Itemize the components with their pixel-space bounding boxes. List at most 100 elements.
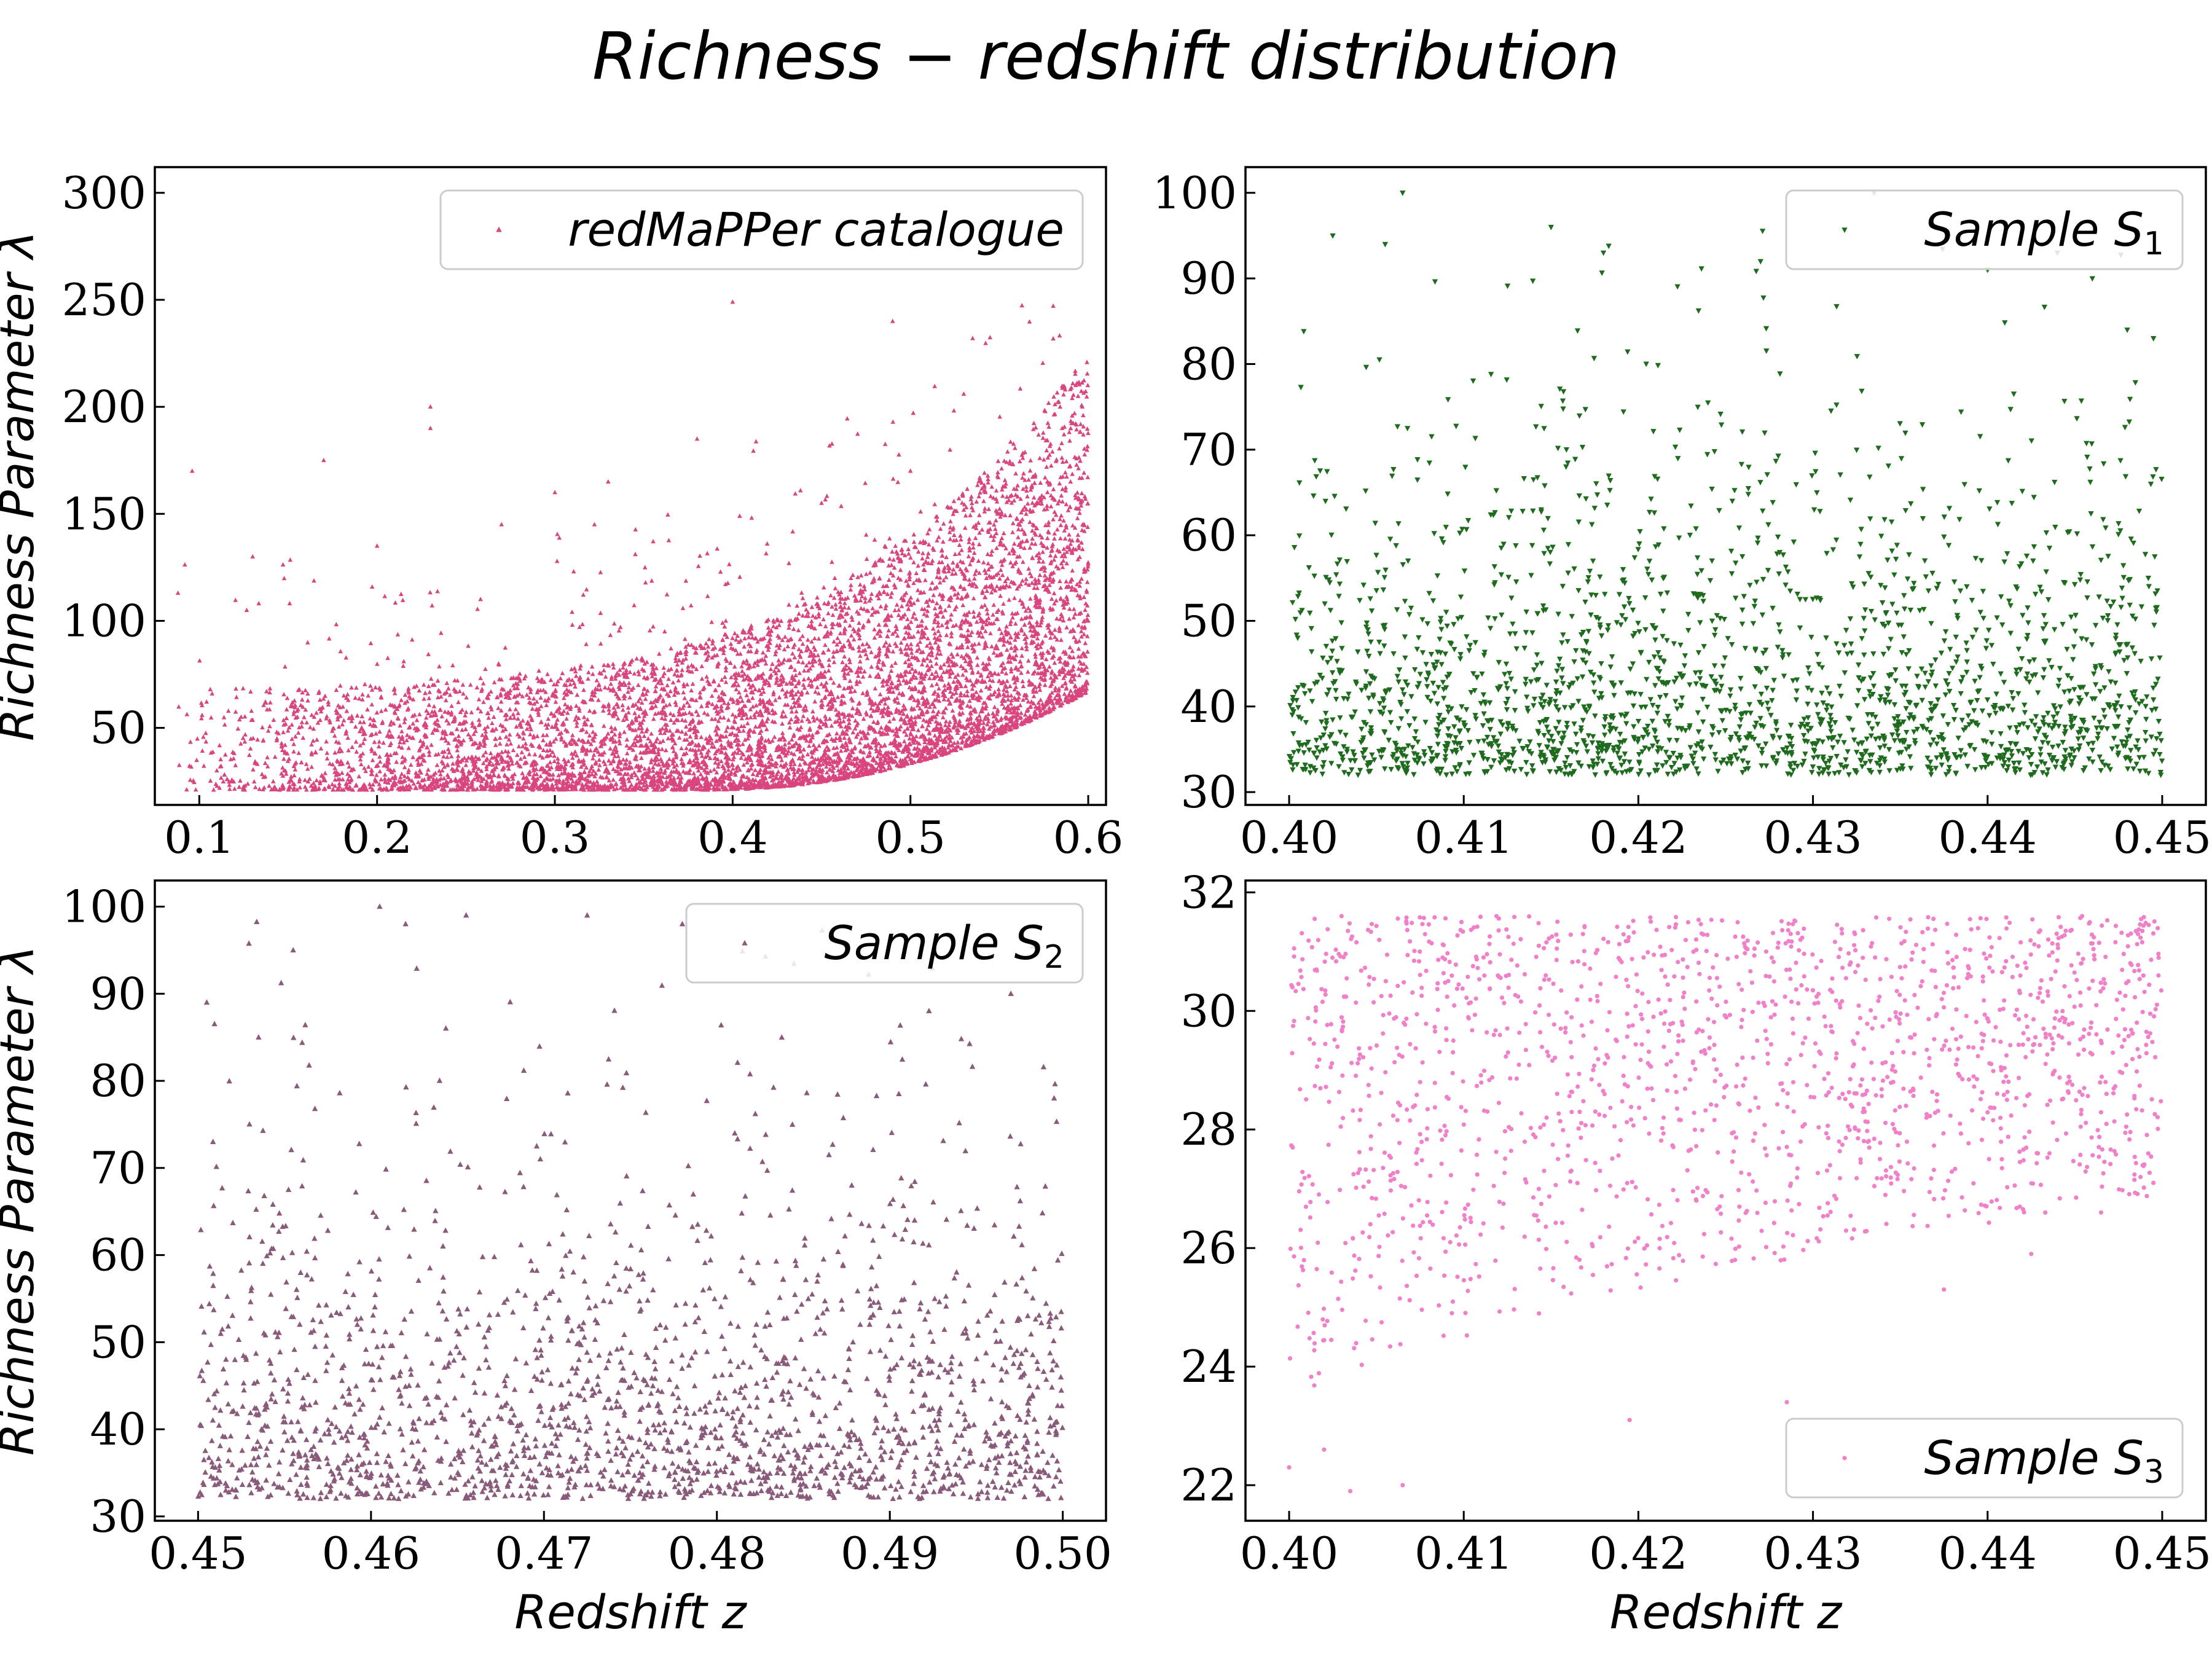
scatter-point xyxy=(834,642,839,647)
scatter-point xyxy=(987,677,992,682)
scatter-point xyxy=(672,692,677,697)
scatter-point xyxy=(747,677,752,682)
scatter-point xyxy=(927,717,932,722)
scatter-point xyxy=(914,734,919,739)
scatter-point xyxy=(388,722,393,727)
scatter-point xyxy=(995,616,1000,621)
scatter-point xyxy=(943,608,948,613)
scatter-point xyxy=(395,715,401,720)
scatter-point xyxy=(963,525,968,530)
scatter-point xyxy=(1064,579,1069,584)
scatter-point xyxy=(896,700,901,705)
scatter-point xyxy=(235,726,241,731)
scatter-point xyxy=(195,736,200,741)
scatter-point xyxy=(843,748,849,753)
scatter-point xyxy=(1041,457,1046,462)
scatter-point xyxy=(740,659,746,664)
scatter-point xyxy=(940,597,945,602)
scatter-point xyxy=(786,720,792,724)
scatter-point xyxy=(810,758,816,763)
scatter-point xyxy=(547,759,553,764)
scatter-point xyxy=(755,749,760,754)
scatter-point xyxy=(300,735,306,740)
scatter-point xyxy=(519,750,525,755)
scatter-point xyxy=(280,765,285,770)
scatter-point xyxy=(901,739,907,743)
scatter-point xyxy=(1025,501,1030,506)
scatter-point xyxy=(804,663,809,668)
scatter-point xyxy=(621,757,626,762)
scatter-point xyxy=(1041,430,1046,435)
scatter-point xyxy=(355,713,360,718)
scatter-point xyxy=(426,651,431,656)
scatter-point xyxy=(1024,695,1029,700)
scatter-point xyxy=(1037,551,1041,555)
scatter-point xyxy=(672,720,677,725)
scatter-point xyxy=(326,699,331,704)
scatter-point xyxy=(581,688,586,692)
scatter-point xyxy=(986,561,991,566)
scatter-point xyxy=(288,777,293,782)
scatter-point xyxy=(952,592,957,597)
scatter-point xyxy=(627,662,632,667)
scatter-point xyxy=(823,716,828,721)
scatter-point xyxy=(917,706,923,711)
scatter-point xyxy=(1073,611,1078,616)
scatter-point xyxy=(648,739,653,743)
scatter-point xyxy=(1037,684,1041,689)
scatter-point xyxy=(1067,547,1072,552)
scatter-point xyxy=(574,703,579,708)
scatter-point xyxy=(982,506,987,511)
scatter-point xyxy=(1064,685,1069,690)
scatter-point xyxy=(1077,455,1081,460)
scatter-point xyxy=(1014,633,1019,638)
scatter-point xyxy=(1043,656,1049,661)
scatter-point xyxy=(377,754,382,759)
scatter-point xyxy=(665,735,671,740)
scatter-point xyxy=(1048,504,1054,509)
scatter-point xyxy=(743,703,748,708)
scatter-point xyxy=(1033,654,1038,659)
scatter-point xyxy=(908,661,914,666)
scatter-point xyxy=(574,742,579,747)
scatter-point xyxy=(909,650,914,655)
scatter-point xyxy=(880,558,885,563)
scatter-point xyxy=(1052,509,1057,514)
scatter-point xyxy=(742,636,747,641)
scatter-point xyxy=(598,671,604,676)
scatter-point xyxy=(804,648,809,653)
scatter-point xyxy=(464,758,469,763)
scatter-point xyxy=(1041,672,1046,677)
scatter-point xyxy=(718,569,723,574)
scatter-point xyxy=(691,771,696,775)
scatter-point xyxy=(1038,480,1043,485)
scatter-point xyxy=(828,593,833,598)
scatter-point xyxy=(1049,596,1054,601)
scatter-point xyxy=(927,675,932,680)
scatter-point xyxy=(1073,382,1078,387)
scatter-point xyxy=(662,768,668,773)
scatter-point xyxy=(200,748,205,753)
scatter-point xyxy=(590,756,595,761)
scatter-point xyxy=(1040,549,1045,554)
scatter-point xyxy=(394,759,399,764)
scatter-point xyxy=(996,728,1002,733)
scatter-point xyxy=(791,732,796,737)
scatter-point xyxy=(1038,661,1044,667)
scatter-point xyxy=(971,550,977,555)
scatter-point xyxy=(771,772,776,778)
scatter-point xyxy=(699,704,704,708)
scatter-point xyxy=(334,687,339,692)
scatter-point xyxy=(1045,622,1050,627)
scatter-point xyxy=(492,772,497,777)
scatter-point xyxy=(732,630,737,635)
scatter-point xyxy=(332,750,337,755)
scatter-point xyxy=(1008,683,1013,689)
scatter-point xyxy=(606,707,611,712)
scatter-point xyxy=(1029,573,1034,579)
scatter-point xyxy=(850,572,855,577)
scatter-point xyxy=(675,662,680,667)
scatter-point xyxy=(869,591,874,596)
scatter-point xyxy=(528,732,533,737)
scatter-point xyxy=(418,770,423,775)
